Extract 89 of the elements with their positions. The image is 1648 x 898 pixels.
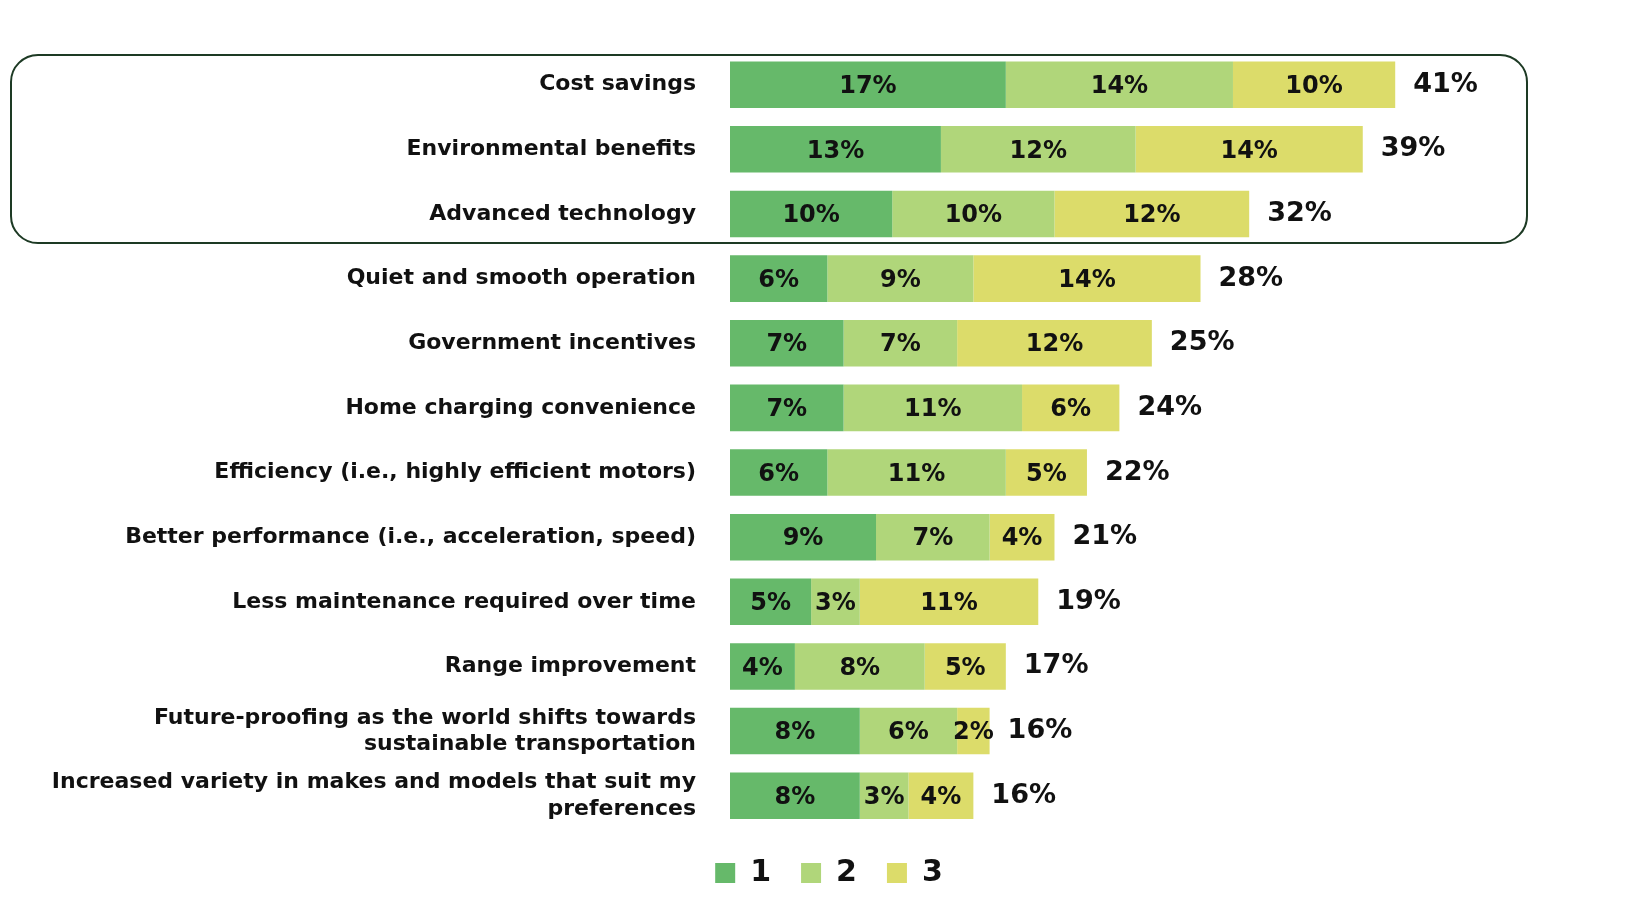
data-label: 7%: [912, 523, 954, 552]
legend-label: 1: [750, 852, 772, 888]
total-label: 22%: [1104, 454, 1170, 486]
data-label: 17%: [839, 70, 897, 99]
data-label: 9%: [782, 523, 824, 552]
bar: [730, 190, 893, 238]
y-tick-label: Efficiency (i.e., highly efficient motors): [214, 458, 696, 484]
bar: [892, 190, 1055, 238]
bar: [730, 61, 1006, 108]
bar: [957, 319, 1152, 367]
data-label: 9%: [879, 264, 921, 293]
total-label: 39%: [1380, 131, 1446, 163]
data-label: 5%: [944, 652, 986, 681]
bar: [827, 255, 974, 302]
bar: [843, 384, 1023, 432]
data-label: 11%: [887, 458, 946, 487]
bar: [940, 126, 1136, 173]
bar: [1232, 61, 1396, 108]
bar: [1054, 190, 1250, 238]
bar: [794, 643, 925, 690]
total-label: 16%: [991, 777, 1057, 809]
data-label: 7%: [879, 329, 921, 358]
data-label: 6%: [1050, 394, 1092, 423]
data-label: 11%: [920, 588, 978, 617]
bar: [730, 126, 941, 173]
total-label: 24%: [1137, 389, 1203, 421]
bar: [1005, 61, 1233, 108]
data-label: 4%: [1001, 523, 1043, 552]
y-tick-label: Increased variety in makes and models that suit my preferences: [51, 768, 696, 820]
total-label: 41%: [1413, 66, 1478, 98]
bar: [730, 449, 828, 496]
data-label: 12%: [1009, 135, 1067, 164]
data-label: 14%: [1058, 264, 1116, 293]
total-label: 16%: [1007, 713, 1073, 745]
total-label: 19%: [1056, 583, 1121, 615]
bar: [730, 513, 877, 561]
bar: [1005, 449, 1087, 496]
bar: [1135, 126, 1363, 173]
data-label: 6%: [758, 264, 800, 293]
data-label: 8%: [774, 781, 816, 810]
data-label: 12%: [1123, 200, 1181, 229]
bar: [876, 513, 990, 561]
bar: [827, 449, 1006, 496]
data-label: 14%: [1220, 135, 1278, 164]
data-label: 13%: [806, 135, 865, 164]
y-tick-label: Better performance (i.e., acceleration, speed): [125, 522, 696, 548]
data-label: 6%: [888, 717, 929, 746]
bar: [843, 319, 958, 367]
bar: [859, 578, 1039, 626]
data-label: 5%: [1026, 458, 1067, 487]
y-tick-label: Less maintenance required over time: [232, 587, 696, 613]
data-label: 5%: [750, 588, 791, 617]
bar: [730, 772, 860, 819]
data-label: 3%: [863, 781, 905, 810]
total-label: 28%: [1218, 260, 1284, 292]
y-tick-label: Government incentives: [408, 328, 696, 354]
y-tick-label: Advanced technology: [429, 199, 696, 225]
legend-label: 3: [921, 852, 943, 888]
y-tick-label: Quiet and smooth operation: [346, 264, 696, 290]
bar: [924, 643, 1006, 690]
data-label: 14%: [1090, 70, 1149, 99]
data-label: 6%: [758, 458, 800, 487]
data-label: 11%: [904, 394, 962, 423]
data-label: 4%: [920, 781, 962, 810]
total-label: 17%: [1023, 648, 1089, 680]
data-label: 8%: [774, 717, 816, 746]
data-label: 12%: [1025, 329, 1084, 358]
total-label: 32%: [1267, 196, 1332, 227]
data-label: 3%: [815, 588, 856, 617]
data-label: 8%: [839, 652, 881, 681]
data-label: 4%: [742, 652, 783, 681]
legend-label: 2: [836, 852, 857, 888]
bar: [730, 319, 844, 367]
y-tick-label: Home charging convenience: [345, 393, 696, 419]
y-tick-label: Future-proofing as the world shifts towards sustainable transportation: [153, 703, 696, 755]
data-label: 7%: [766, 394, 808, 423]
y-tick-label: Range improvement: [444, 652, 697, 678]
total-label: 25%: [1169, 325, 1235, 357]
bar: [973, 255, 1201, 302]
bar: [730, 707, 860, 755]
bar: [730, 255, 828, 302]
y-tick-label: Cost savings: [539, 70, 696, 96]
data-label: 7%: [766, 329, 808, 358]
data-label: 10%: [1285, 70, 1343, 99]
bar: [730, 384, 844, 432]
data-label: 10%: [944, 200, 1003, 229]
total-label: 21%: [1072, 519, 1138, 551]
data-label: 10%: [782, 200, 840, 229]
y-tick-label: Environmental benefits: [406, 135, 696, 161]
